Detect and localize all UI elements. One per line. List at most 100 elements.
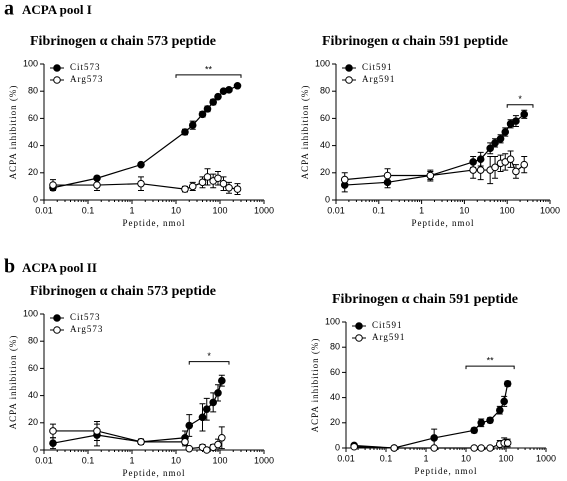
panel-letter: b xyxy=(4,256,15,278)
marker xyxy=(486,144,494,153)
x-tick-label: 100 xyxy=(500,205,515,215)
marker xyxy=(520,160,529,169)
marker xyxy=(218,376,226,385)
marker xyxy=(202,405,211,414)
x-tick-label: 100 xyxy=(212,455,227,465)
marker xyxy=(137,160,145,169)
marker xyxy=(214,174,222,183)
legend-label: Cit573 xyxy=(70,312,101,322)
marker xyxy=(225,183,233,192)
legend-marker xyxy=(355,334,363,342)
x-tick-label: 100 xyxy=(498,453,513,463)
y-tick-label: 20 xyxy=(28,167,38,177)
x-tick-label: 0.01 xyxy=(327,205,345,215)
y-axis-label: ACPA inhibition (%) xyxy=(8,335,18,430)
x-tick-label: 0.1 xyxy=(82,205,95,215)
marker xyxy=(209,98,217,106)
marker xyxy=(188,121,197,129)
significance-label: ** xyxy=(487,355,495,365)
marker xyxy=(49,439,57,448)
x-tick-label: 1 xyxy=(423,453,428,463)
x-tick-label: 0.01 xyxy=(35,455,53,465)
x-axis-label: Peptide, nmol xyxy=(123,468,186,478)
x-tick-label: 0.1 xyxy=(82,455,95,465)
marker xyxy=(520,110,529,119)
marker xyxy=(469,166,477,174)
marker xyxy=(214,440,222,449)
y-tick-label: 100 xyxy=(23,58,38,68)
x-tick-label: 1000 xyxy=(254,455,274,465)
legend-label: Arg573 xyxy=(70,324,103,334)
significance-label: ** xyxy=(205,64,213,74)
y-tick-label: 40 xyxy=(330,392,340,402)
legend-label: Arg591 xyxy=(362,74,395,84)
marker xyxy=(503,439,512,447)
significance-label: * xyxy=(518,94,522,104)
marker xyxy=(512,167,520,176)
marker xyxy=(225,86,233,94)
marker xyxy=(506,155,515,163)
marker xyxy=(49,181,57,189)
marker xyxy=(218,433,226,442)
y-tick-label: 0 xyxy=(33,194,38,204)
marker xyxy=(93,427,101,435)
x-tick-label: 1 xyxy=(419,205,424,215)
marker xyxy=(219,179,228,188)
marker xyxy=(500,397,508,406)
marker xyxy=(137,179,145,188)
chart-title: Fibrinogen α chain 591 peptide xyxy=(322,34,508,49)
legend-label: Arg591 xyxy=(372,332,405,342)
x-tick-label: 1 xyxy=(129,455,134,465)
marker xyxy=(181,185,189,193)
legend-marker xyxy=(53,326,61,334)
panel-letter: a xyxy=(4,0,14,20)
x-tick-label: 10 xyxy=(459,205,469,215)
x-tick-label: 1 xyxy=(129,205,134,215)
marker xyxy=(430,444,438,452)
marker xyxy=(340,175,349,184)
y-tick-label: 0 xyxy=(325,194,330,204)
marker xyxy=(214,92,222,101)
marker xyxy=(383,171,392,180)
y-tick-label: 100 xyxy=(325,316,340,326)
marker xyxy=(476,166,485,174)
marker xyxy=(209,398,217,407)
marker xyxy=(198,413,207,422)
panel-label: ACPA pool I xyxy=(22,2,92,17)
marker xyxy=(503,379,512,388)
y-tick-label: 60 xyxy=(28,363,38,373)
y-tick-label: 40 xyxy=(320,140,330,150)
marker xyxy=(430,434,438,442)
series-line xyxy=(52,430,223,451)
marker xyxy=(198,178,207,187)
y-tick-label: 20 xyxy=(320,167,330,177)
marker xyxy=(93,181,101,189)
significance-bracket xyxy=(506,104,534,108)
marker xyxy=(198,110,207,119)
marker xyxy=(49,427,57,435)
y-tick-label: 100 xyxy=(23,308,38,318)
x-tick-label: 0.01 xyxy=(35,205,53,215)
legend-marker xyxy=(345,64,353,72)
marker xyxy=(486,444,494,452)
chart-title: Fibrinogen α chain 573 peptide xyxy=(30,34,216,49)
significance-label: * xyxy=(207,351,211,361)
marker xyxy=(470,444,478,452)
x-axis-label: Peptide, nmol xyxy=(123,218,186,228)
x-tick-label: 0.1 xyxy=(380,453,393,463)
series-line xyxy=(52,380,223,444)
marker xyxy=(203,173,212,181)
x-tick-label: 1000 xyxy=(254,205,274,215)
legend-marker xyxy=(345,76,353,84)
marker xyxy=(181,128,189,136)
legend-label: Cit573 xyxy=(70,62,101,72)
marker xyxy=(512,117,520,125)
y-tick-label: 60 xyxy=(320,113,330,123)
y-tick-label: 40 xyxy=(28,140,38,150)
y-tick-label: 20 xyxy=(330,417,340,427)
y-axis-label: ACPA inhibition (%) xyxy=(310,338,320,433)
marker xyxy=(390,444,398,452)
x-tick-label: 1000 xyxy=(536,453,556,463)
y-tick-label: 0 xyxy=(335,442,340,452)
significance-bracket xyxy=(175,74,242,78)
